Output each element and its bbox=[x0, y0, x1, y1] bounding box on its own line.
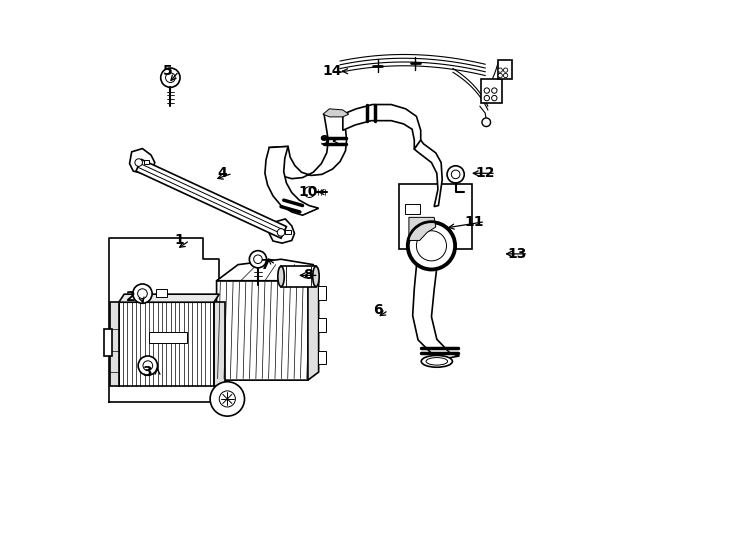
Circle shape bbox=[277, 228, 285, 236]
Circle shape bbox=[133, 284, 152, 303]
Circle shape bbox=[447, 166, 464, 183]
Polygon shape bbox=[217, 259, 313, 281]
Polygon shape bbox=[343, 105, 421, 149]
Polygon shape bbox=[414, 140, 442, 207]
Text: 7: 7 bbox=[260, 258, 269, 272]
Bar bbox=[404, 204, 420, 214]
Polygon shape bbox=[214, 302, 225, 386]
Text: 6: 6 bbox=[373, 303, 382, 318]
Text: 1: 1 bbox=[174, 233, 184, 247]
Circle shape bbox=[161, 68, 180, 87]
Circle shape bbox=[482, 118, 490, 126]
Circle shape bbox=[492, 96, 497, 101]
Polygon shape bbox=[217, 281, 313, 380]
Text: 10: 10 bbox=[298, 185, 318, 199]
Circle shape bbox=[210, 382, 244, 416]
Text: 11: 11 bbox=[465, 215, 484, 228]
Bar bbox=[498, 60, 512, 79]
Polygon shape bbox=[110, 302, 119, 386]
Circle shape bbox=[254, 255, 262, 264]
Bar bbox=[144, 160, 150, 164]
Circle shape bbox=[138, 356, 158, 375]
Polygon shape bbox=[265, 146, 319, 215]
Circle shape bbox=[484, 96, 490, 101]
Circle shape bbox=[219, 391, 236, 407]
Circle shape bbox=[135, 159, 142, 166]
Circle shape bbox=[250, 251, 266, 268]
Text: 9: 9 bbox=[319, 134, 329, 148]
Circle shape bbox=[504, 68, 508, 72]
Bar bbox=[286, 230, 291, 234]
Text: 12: 12 bbox=[476, 166, 495, 180]
Text: 8: 8 bbox=[303, 268, 313, 282]
Bar bbox=[318, 319, 326, 332]
Polygon shape bbox=[409, 218, 436, 240]
Circle shape bbox=[137, 289, 148, 299]
Bar bbox=[318, 350, 326, 364]
Circle shape bbox=[498, 73, 502, 78]
Bar bbox=[156, 289, 167, 298]
Ellipse shape bbox=[426, 357, 448, 365]
Circle shape bbox=[166, 73, 175, 83]
Polygon shape bbox=[308, 281, 319, 380]
Circle shape bbox=[504, 73, 508, 78]
Polygon shape bbox=[269, 114, 346, 179]
Circle shape bbox=[409, 223, 454, 268]
Circle shape bbox=[484, 88, 490, 93]
Circle shape bbox=[498, 68, 502, 72]
Polygon shape bbox=[269, 219, 294, 243]
Bar bbox=[281, 266, 316, 287]
Polygon shape bbox=[119, 302, 214, 386]
Text: 5: 5 bbox=[164, 64, 173, 78]
Text: 13: 13 bbox=[508, 247, 527, 261]
Polygon shape bbox=[413, 266, 459, 359]
Text: 3: 3 bbox=[142, 365, 151, 379]
Polygon shape bbox=[129, 148, 155, 173]
Circle shape bbox=[143, 361, 153, 370]
Ellipse shape bbox=[421, 355, 452, 367]
Text: 14: 14 bbox=[322, 64, 342, 78]
Bar bbox=[150, 332, 187, 342]
Bar bbox=[399, 184, 472, 248]
Bar bbox=[318, 286, 326, 300]
Text: 2: 2 bbox=[126, 290, 136, 304]
Circle shape bbox=[416, 231, 446, 261]
Circle shape bbox=[304, 187, 315, 198]
Ellipse shape bbox=[278, 266, 284, 287]
Polygon shape bbox=[119, 294, 219, 302]
Bar bbox=[103, 329, 112, 356]
Bar bbox=[482, 79, 502, 104]
Polygon shape bbox=[323, 109, 349, 117]
Circle shape bbox=[451, 170, 460, 179]
Text: 4: 4 bbox=[217, 166, 227, 180]
Polygon shape bbox=[136, 159, 286, 238]
Ellipse shape bbox=[313, 266, 319, 287]
Circle shape bbox=[492, 88, 497, 93]
